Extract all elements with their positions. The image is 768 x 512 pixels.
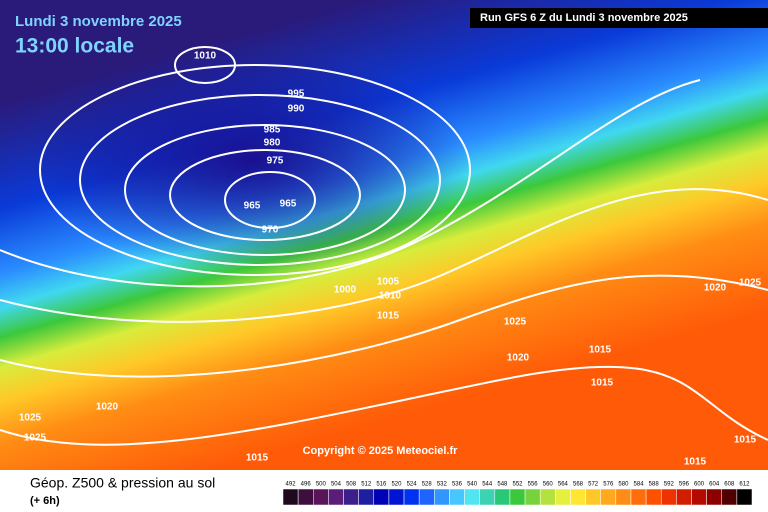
scale-cell — [434, 488, 450, 506]
scale-cell — [358, 488, 375, 506]
run-box — [470, 8, 768, 28]
isobar-label: 965 — [244, 201, 261, 212]
scale-cell — [615, 488, 632, 506]
isobar-label: 1025 — [19, 413, 42, 424]
isobar-label: 1010 — [194, 51, 217, 62]
isobar-label: 985 — [264, 125, 281, 136]
scale-cell — [721, 488, 738, 506]
scale-label: 516 — [376, 482, 387, 488]
scale-cell — [691, 488, 707, 506]
scale-cell — [570, 488, 586, 506]
scale-cell — [403, 488, 420, 506]
scale-cell — [706, 488, 722, 506]
scale-label: 560 — [543, 482, 554, 488]
scale-label: 540 — [467, 482, 478, 488]
isobar-label: 1025 — [24, 433, 47, 444]
scale-cell — [585, 488, 601, 506]
scale-cell — [479, 488, 496, 506]
scale-label: 524 — [407, 482, 418, 488]
scale-label: 604 — [709, 482, 720, 488]
scale-label: 576 — [603, 482, 614, 488]
scale-cell — [388, 488, 405, 506]
scale-cell — [494, 488, 511, 506]
scale-cell — [555, 488, 571, 506]
scale-label: 568 — [573, 482, 584, 488]
scale-label: 520 — [391, 482, 402, 488]
scale-label: 532 — [437, 482, 448, 488]
isobar-label: 1010 — [379, 291, 402, 302]
scale-cell — [328, 488, 344, 506]
isobar-label: 1025 — [739, 278, 762, 289]
low-area — [30, 50, 470, 270]
scale-cell — [660, 488, 677, 506]
scale-label: 596 — [679, 482, 690, 488]
isobar-label: 1015 — [591, 378, 614, 389]
isobar-label: 1015 — [589, 345, 612, 356]
scale-cell — [418, 488, 435, 506]
scale-cell — [297, 488, 314, 506]
time: 13:00 locale — [15, 35, 134, 58]
scale-label: 512 — [361, 482, 372, 488]
scale-label: 580 — [618, 482, 629, 488]
isobar-label: 965 — [280, 199, 297, 210]
scale-cell — [676, 488, 692, 506]
scale-cell — [313, 488, 329, 506]
isobar-label: 1020 — [96, 402, 119, 413]
isobar-label: 1025 — [504, 317, 527, 328]
scale-label: 556 — [528, 482, 539, 488]
scale-cell — [736, 488, 753, 506]
scale-cell — [600, 488, 617, 506]
run-info: Run GFS 6 Z du Lundi 3 novembre 2025 — [480, 12, 688, 24]
scale-cell — [373, 488, 390, 506]
scale-label: 588 — [649, 482, 660, 488]
isobar-label: 1015 — [734, 435, 757, 446]
copyright: Copyright © 2025 Meteociel.fr — [303, 445, 459, 457]
scale-label: 612 — [739, 482, 750, 488]
scale-cell — [524, 488, 541, 506]
isobar-label: 1020 — [704, 283, 727, 294]
scale-cell — [449, 488, 465, 506]
isobar-label: 1000 — [334, 285, 357, 296]
scale-label: 572 — [588, 482, 599, 488]
isobar-label: 1020 — [507, 353, 530, 364]
scale-label: 504 — [331, 482, 342, 488]
scale-label: 536 — [452, 482, 463, 488]
scale-label: 500 — [316, 482, 327, 488]
footer-title: Géop. Z500 & pression au sol — [30, 475, 215, 491]
scale-cell — [282, 488, 299, 506]
scale-cell — [539, 488, 556, 506]
scale-cell — [509, 488, 526, 506]
isobars — [0, 46, 768, 446]
isobar-label: 980 — [264, 138, 281, 149]
scale-cell — [343, 488, 359, 506]
scale-label: 528 — [422, 482, 433, 488]
scale-label: 508 — [346, 482, 357, 488]
scale-label: 552 — [512, 482, 523, 488]
scale-label: 544 — [482, 482, 493, 488]
isobar-label: 1005 — [377, 277, 400, 288]
isobar-label: 1015 — [246, 453, 269, 464]
date: Lundi 3 novembre 2025 — [15, 13, 182, 30]
scale-label: 548 — [497, 482, 508, 488]
scale-label: 600 — [694, 482, 705, 488]
scale-label: 584 — [634, 482, 645, 488]
scale-cell — [630, 488, 647, 506]
scale-cell — [464, 488, 480, 506]
scale-label: 496 — [301, 482, 312, 488]
isobar-label: 1015 — [684, 457, 707, 468]
scale-label: 492 — [286, 482, 297, 488]
isobar-label: 970 — [262, 225, 279, 236]
scale-label: 564 — [558, 482, 569, 488]
isobar-label: 1015 — [377, 311, 400, 322]
scale-label: 592 — [664, 482, 675, 488]
scale-cell — [645, 488, 662, 506]
isobar-label: 975 — [267, 156, 284, 167]
isobar-label: 995 — [288, 89, 305, 100]
isobar-label: 990 — [288, 104, 305, 115]
scale-label: 608 — [724, 482, 735, 488]
lead-time: (+ 6h) — [30, 495, 60, 507]
